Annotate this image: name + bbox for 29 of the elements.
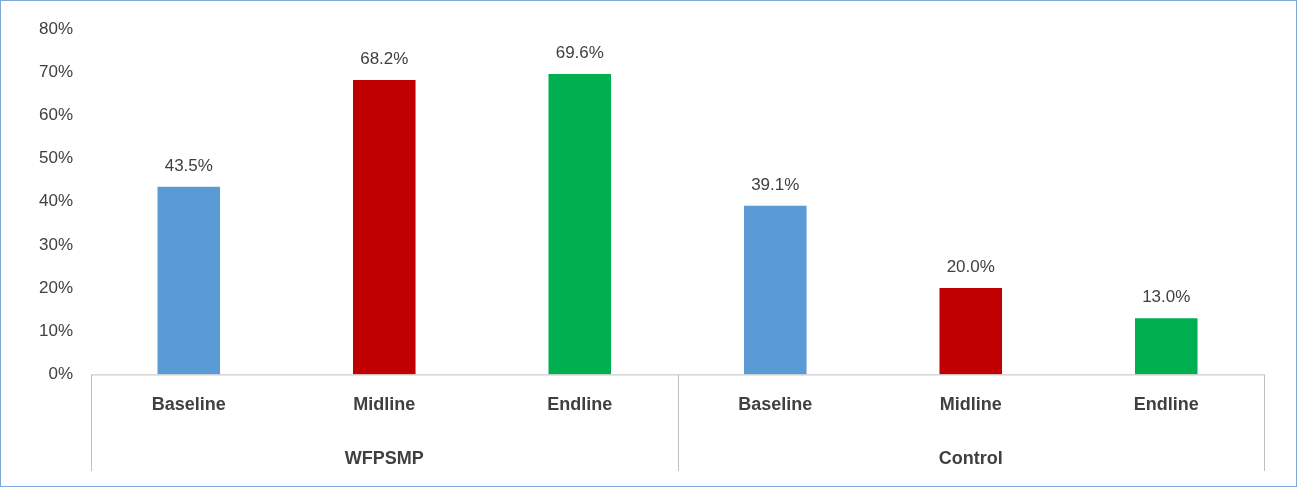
data-label: 69.6% bbox=[555, 43, 604, 63]
y-tick-label: 70% bbox=[38, 62, 74, 82]
y-tick-label: 30% bbox=[38, 234, 74, 254]
y-tick-label: 60% bbox=[38, 105, 74, 125]
data-label: 68.2% bbox=[360, 49, 409, 69]
y-tick-label: 20% bbox=[38, 277, 74, 297]
y-tick-label: 80% bbox=[38, 18, 74, 38]
data-label: 13.0% bbox=[1142, 287, 1191, 307]
bar bbox=[548, 74, 612, 375]
bar bbox=[939, 288, 1003, 375]
x-tick-label: Midline bbox=[939, 394, 1002, 415]
text: Control bbox=[938, 447, 1003, 468]
x-tick-label: Endline bbox=[1133, 394, 1199, 415]
bar bbox=[352, 80, 416, 375]
x-tick-label: Endline bbox=[547, 394, 613, 415]
bar bbox=[157, 186, 221, 375]
y-tick-label: 10% bbox=[38, 320, 74, 340]
y-tick-label: 40% bbox=[38, 191, 74, 211]
y-tick-label: 50% bbox=[38, 148, 74, 168]
data-label: 39.1% bbox=[751, 174, 800, 194]
bar bbox=[743, 205, 807, 375]
text: WFPSMP bbox=[344, 447, 424, 468]
data-label: 20.0% bbox=[946, 257, 995, 277]
bar bbox=[1134, 318, 1198, 375]
x-tick-label: Baseline bbox=[151, 394, 226, 415]
y-tick-label: 0% bbox=[48, 364, 74, 384]
x-tick-label: Baseline bbox=[738, 394, 813, 415]
data-label: 43.5% bbox=[164, 155, 213, 175]
x-tick-label: Midline bbox=[353, 394, 416, 415]
